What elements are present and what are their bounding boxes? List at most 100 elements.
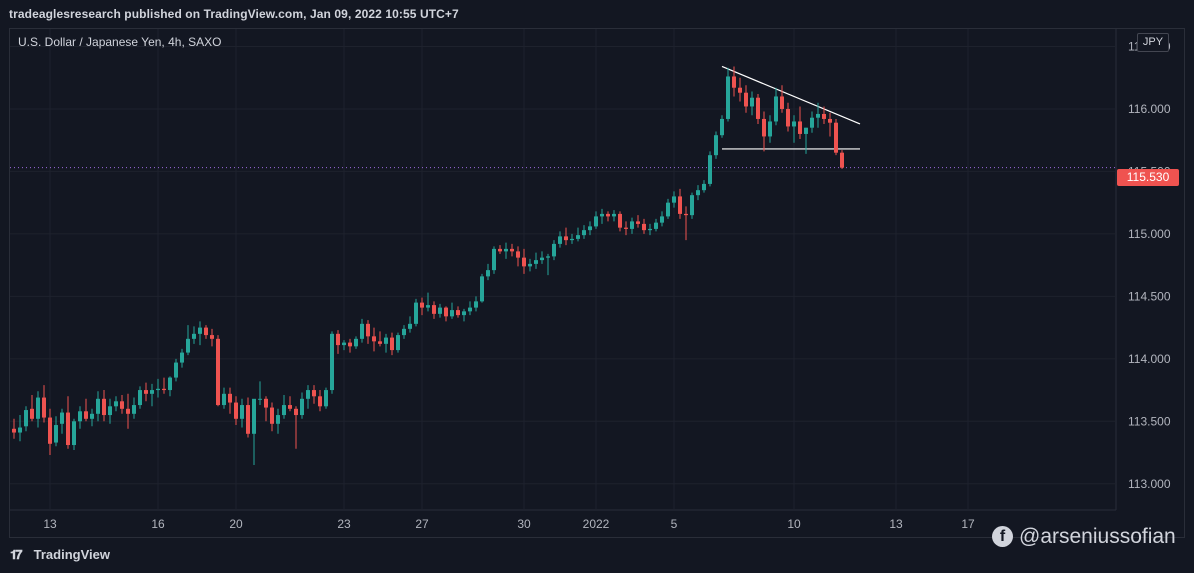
candle (420, 297, 424, 316)
candle (294, 406, 298, 449)
candle-body (396, 335, 400, 351)
x-tick-label: 27 (415, 517, 429, 531)
candle (804, 127, 808, 154)
candle (582, 225, 586, 239)
candle-body (390, 337, 394, 351)
candle (156, 378, 160, 398)
candle-body (228, 393, 232, 403)
x-tick-label: 30 (517, 517, 531, 531)
candle (336, 330, 340, 354)
candle-body (540, 257, 544, 261)
candle (132, 397, 136, 419)
candle-body (150, 390, 154, 394)
candle (30, 395, 34, 422)
currency-button[interactable]: JPY (1137, 33, 1169, 52)
candle (444, 306, 448, 322)
candle (684, 206, 688, 241)
candle (324, 387, 328, 409)
candle-body (636, 221, 640, 224)
candle (486, 263, 490, 281)
candle-body (480, 276, 484, 302)
candle (180, 348, 184, 368)
candle (246, 397, 250, 438)
candle (510, 243, 514, 257)
candle-body (408, 323, 412, 329)
y-tick-label: 116.000 (1128, 102, 1171, 116)
x-tick-label: 10 (787, 517, 801, 531)
candle-body (708, 155, 712, 184)
candle-body (564, 236, 568, 241)
candle-body (702, 183, 706, 191)
candle (348, 338, 352, 353)
candle (432, 301, 436, 319)
candle-body (252, 398, 256, 434)
candle-body (324, 390, 328, 407)
candle (462, 308, 466, 322)
candle-body (192, 333, 196, 339)
candle-body (84, 411, 88, 419)
candle-body (600, 213, 604, 217)
candle-body (726, 76, 730, 119)
y-tick-label: 113.000 (1128, 477, 1171, 491)
candle-body (402, 328, 406, 336)
candle-body (666, 202, 670, 217)
candle-body (450, 310, 454, 317)
candle (282, 395, 286, 419)
candle-body (606, 213, 610, 217)
candle (774, 87, 778, 126)
candle (216, 335, 220, 407)
candle (276, 408, 280, 434)
candle (594, 211, 598, 229)
grid (10, 29, 1117, 511)
candle-body (174, 362, 178, 378)
candle (606, 211, 610, 222)
candle-body (462, 311, 466, 316)
candle-body (744, 92, 748, 107)
candle (546, 253, 550, 276)
candle (60, 408, 64, 434)
candle (414, 298, 418, 327)
symbol-legend[interactable]: U.S. Dollar / Japanese Yen, 4h, SAXO (18, 35, 222, 49)
candle (252, 398, 256, 466)
candle (498, 245, 502, 254)
candle (642, 218, 646, 234)
candle-body (468, 307, 472, 312)
candle-body (60, 412, 64, 424)
candle-body (414, 302, 418, 324)
candle (354, 336, 358, 349)
y-tick-label: 114.500 (1128, 289, 1171, 303)
candle (492, 246, 496, 274)
candle (84, 398, 88, 422)
candle-body (306, 390, 310, 399)
candle (108, 398, 112, 424)
candle-body (240, 405, 244, 419)
candle-body (336, 333, 340, 346)
candle-body (588, 226, 592, 231)
candle (762, 111, 766, 152)
candle-body (312, 390, 316, 397)
candle-body (492, 248, 496, 271)
candle-body (264, 398, 268, 408)
candle-body (102, 398, 106, 416)
candle (450, 302, 454, 319)
candle-body (42, 397, 46, 418)
candle (690, 192, 694, 219)
candle (240, 398, 244, 428)
candle (714, 131, 718, 159)
candle-body (276, 415, 280, 424)
candle-body (300, 398, 304, 416)
candle (528, 258, 532, 272)
candles (12, 66, 844, 466)
candle (144, 382, 148, 402)
tradingview-logo[interactable]: 𝟏𝟕 TradingView (10, 547, 110, 563)
candle-body (660, 216, 664, 223)
candle-body (750, 97, 754, 107)
candle-body (684, 213, 688, 216)
candle (702, 180, 706, 193)
candle-body (510, 248, 514, 252)
candle (48, 408, 52, 456)
candle-body (342, 342, 346, 346)
candle (840, 150, 844, 169)
candle-body (558, 236, 562, 244)
